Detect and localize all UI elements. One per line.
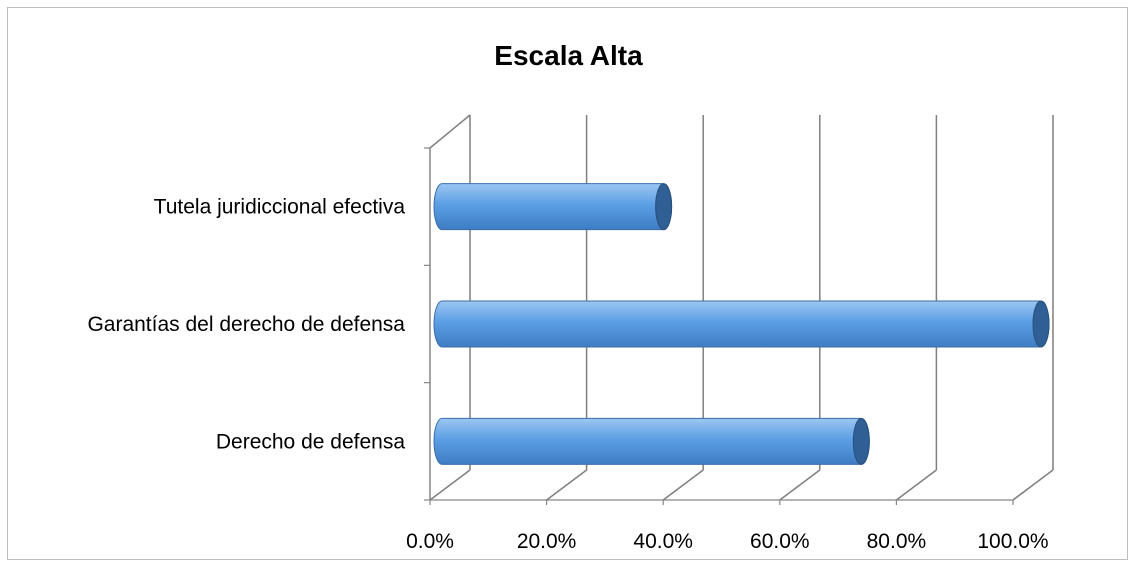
floor-gridline	[895, 469, 937, 501]
x-tick-label: 20.0%	[517, 530, 577, 553]
chart-title: Escala Alta	[494, 40, 643, 71]
x-tick-label: 80.0%	[867, 530, 927, 553]
x-tick-label: 0.0%	[406, 530, 454, 553]
floor-gridline	[662, 469, 704, 501]
floor-gridline	[1012, 469, 1054, 501]
y-category-label: Derecho de defensa	[216, 430, 405, 453]
bar-body	[433, 183, 673, 231]
x-tick-label: 100.0%	[977, 530, 1048, 553]
bar	[433, 300, 1050, 348]
wall-top-edge	[429, 114, 471, 149]
bar	[433, 183, 673, 231]
grid-layer	[424, 114, 1054, 505]
bar-body	[433, 300, 1050, 348]
bar-end-cap	[655, 183, 673, 231]
x-tick-label: 60.0%	[750, 530, 810, 553]
floor-gridline	[546, 469, 588, 501]
y-category-label: Tutela juridiccional efectiva	[154, 196, 406, 219]
bar-end-cap	[1032, 300, 1050, 348]
bars-layer	[433, 183, 1050, 465]
chart-frame	[7, 7, 1128, 560]
y-category-label: Garantías del derecho de defensa	[87, 313, 405, 336]
floor-gridline	[779, 469, 821, 501]
labels-layer: 0.0% 20.0% 40.0% 60.0% 80.0% 100.0% Derecho de…	[87, 196, 1048, 553]
x-tick-label: 40.0%	[633, 530, 693, 553]
bar-end-cap	[852, 417, 870, 465]
bar-body	[433, 417, 870, 465]
floor-gridline	[429, 469, 471, 501]
bar	[433, 417, 870, 465]
